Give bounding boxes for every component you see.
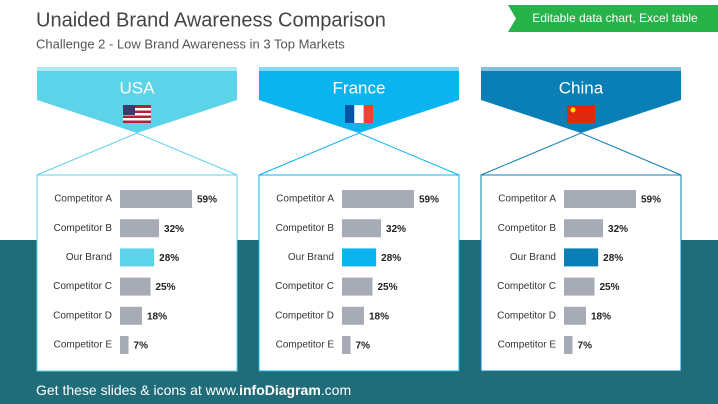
badge [508,5,718,32]
flag-usa [123,105,151,123]
value-label: 18% [591,311,611,322]
bar [120,248,155,267]
category-label: Competitor B [276,223,335,234]
chart-panel: France Competitor A 59% Competitor B 32% Our … [258,67,460,372]
header-strip [37,67,237,71]
category-label: Competitor E [498,340,557,351]
category-label: Competitor A [54,194,112,205]
bar [342,336,351,354]
value-label: 32% [164,224,184,235]
category-label: Competitor C [497,281,556,292]
category-label: Competitor C [53,281,112,292]
header-strip [259,67,459,71]
value-label: 28% [381,253,401,264]
category-label: Competitor C [275,281,334,292]
value-label: 25% [378,282,398,293]
value-label: 28% [159,253,179,264]
value-label: 7% [578,341,593,352]
value-label: 59% [197,195,217,206]
chart-title: USA [120,78,156,97]
chart-title: China [559,78,604,97]
bar [342,277,373,296]
category-label: Competitor D [53,310,112,321]
bar [120,219,160,238]
slide-title: Unaided Brand Awareness Comparison [36,9,386,31]
category-label: Competitor D [497,310,556,321]
category-label: Competitor D [275,310,334,321]
category-label: Competitor A [498,194,556,205]
value-label: 32% [386,224,406,235]
bar [120,190,192,208]
category-label: Competitor E [54,340,113,351]
badge-text: Editable data chart, Excel table [532,11,698,25]
bar [564,277,595,296]
value-label: 59% [641,195,661,206]
bar [342,306,364,325]
value-label: 32% [608,224,628,235]
category-label: Our Brand [288,252,334,263]
footer: Get these slides & icons at www.infoDiag… [36,382,351,398]
category-label: Competitor B [498,223,557,234]
value-label: 18% [147,311,167,322]
value-label: 25% [156,282,176,293]
header-chevron [481,71,681,133]
value-label: 28% [603,253,623,264]
chart-title: France [333,78,386,97]
bar [342,219,382,238]
chart-panel: USA Competitor A 59% Competitor B 32% Our Bra… [36,67,238,372]
value-label: 25% [600,282,620,293]
panels: USA Competitor A 59% Competitor B 32% Our Bra… [36,67,682,372]
flag-france [345,105,373,123]
chart-panel: China Competitor A 59% Competitor B 32% Our B… [480,67,682,372]
bar [564,336,573,354]
bar [564,306,586,325]
bar [120,336,129,354]
value-label: 7% [134,341,149,352]
value-label: 18% [369,311,389,322]
flag-china [567,105,595,123]
bar [342,190,414,208]
footer-suffix: .com [321,382,351,398]
bar [564,248,599,267]
category-label: Competitor B [54,223,113,234]
header-chevron [259,71,459,133]
bar [564,219,604,238]
category-label: Competitor A [276,194,334,205]
bar [564,190,636,208]
footer-prefix: Get these slides & icons at www. [36,382,239,398]
bar [120,306,142,325]
header-strip [481,67,681,71]
header-chevron [37,71,237,133]
footer-brand: infoDiagram [239,382,321,398]
slide-subtitle: Challenge 2 - Low Brand Awareness in 3 T… [36,36,345,51]
category-label: Our Brand [510,252,556,263]
category-label: Competitor E [276,340,335,351]
category-label: Our Brand [66,252,112,263]
value-label: 59% [419,195,439,206]
bar [120,277,151,296]
bar [342,248,377,267]
value-label: 7% [356,341,371,352]
